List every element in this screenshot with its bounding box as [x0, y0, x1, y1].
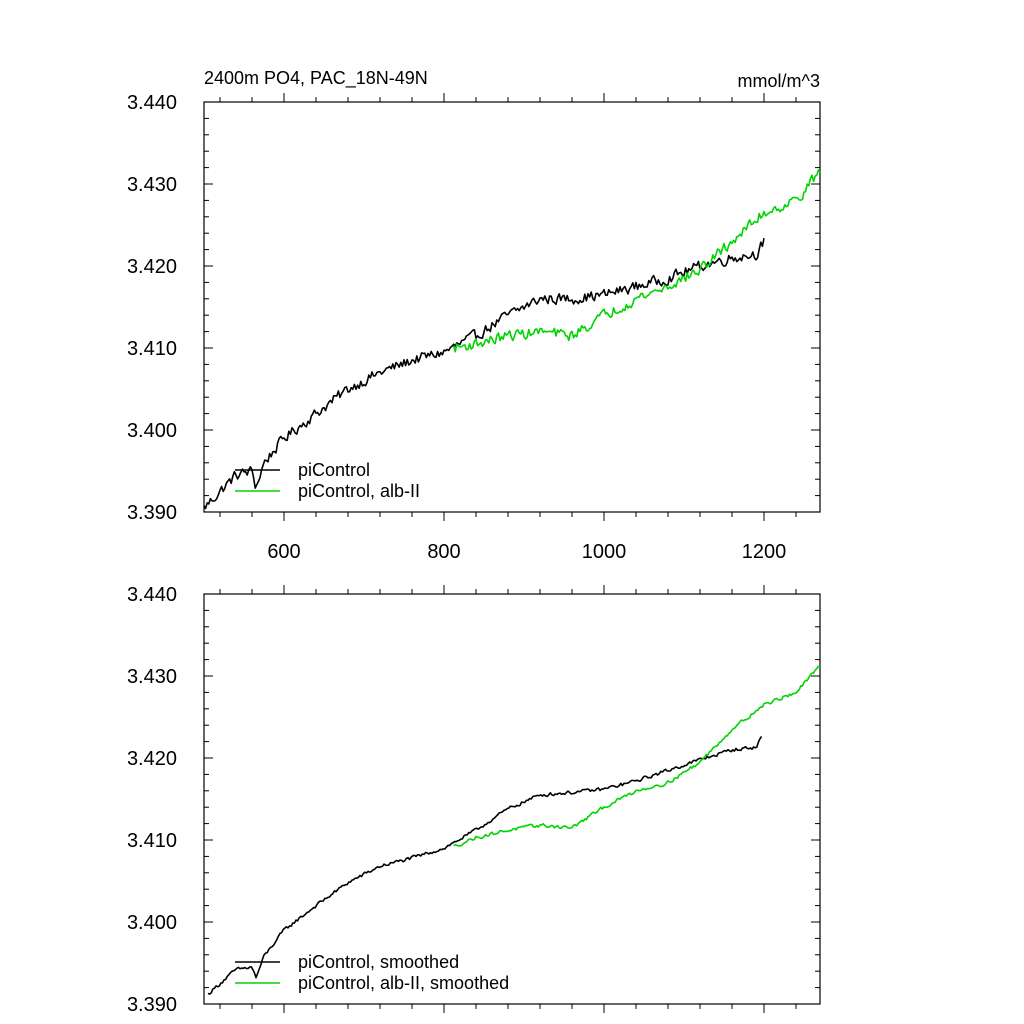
y-tick-label: 3.390 [127, 994, 177, 1016]
legend-label: piControl, alb-II, smoothed [298, 973, 509, 993]
x-tick-label: 1000 [582, 541, 627, 563]
y-tick-label: 3.400 [127, 912, 177, 934]
y-tick-label: 3.410 [127, 338, 177, 360]
bottom-panel: 3.390 3.400 3.410 3.420 3.430 3.440 piControl… [127, 584, 821, 1016]
y-tick-label: 3.400 [127, 420, 177, 442]
legend-label: piControl, smoothed [298, 952, 459, 972]
chart-title: 2400m PO4, PAC_18N-49N [204, 68, 428, 89]
y-tick-label: 3.420 [127, 256, 177, 278]
series-bottom [207, 665, 821, 995]
legend-label: piControl [298, 460, 370, 480]
y-tick-label: 3.390 [127, 502, 177, 524]
axes-bottom: 3.390 3.400 3.410 3.420 3.430 3.440 [127, 584, 821, 1016]
x-tick-label: 600 [267, 541, 300, 563]
legend-label: piControl, alb-II [298, 481, 420, 501]
series-line [452, 169, 821, 353]
series-line [453, 665, 821, 847]
top-panel: 2400m PO4, PAC_18N-49N mmol/m^3 3.390 3.4… [127, 68, 821, 563]
axes-top: 3.390 3.400 3.410 3.420 3.430 3.440 600 800 1000… [127, 92, 821, 563]
x-tick-label: 800 [427, 541, 460, 563]
y-tick-label: 3.430 [127, 666, 177, 688]
y-tick-label: 3.440 [127, 92, 177, 114]
y-tick-label: 3.440 [127, 584, 177, 606]
y-tick-label: 3.420 [127, 748, 177, 770]
plot-frame [203, 101, 821, 513]
series-line [207, 735, 763, 995]
plot-frame [203, 593, 821, 1005]
y-tick-label: 3.410 [127, 830, 177, 852]
units-label: mmol/m^3 [738, 71, 820, 91]
series-top [203, 169, 821, 510]
series-line [203, 238, 765, 510]
y-tick-label: 3.430 [127, 174, 177, 196]
x-tick-label: 1200 [742, 541, 787, 563]
